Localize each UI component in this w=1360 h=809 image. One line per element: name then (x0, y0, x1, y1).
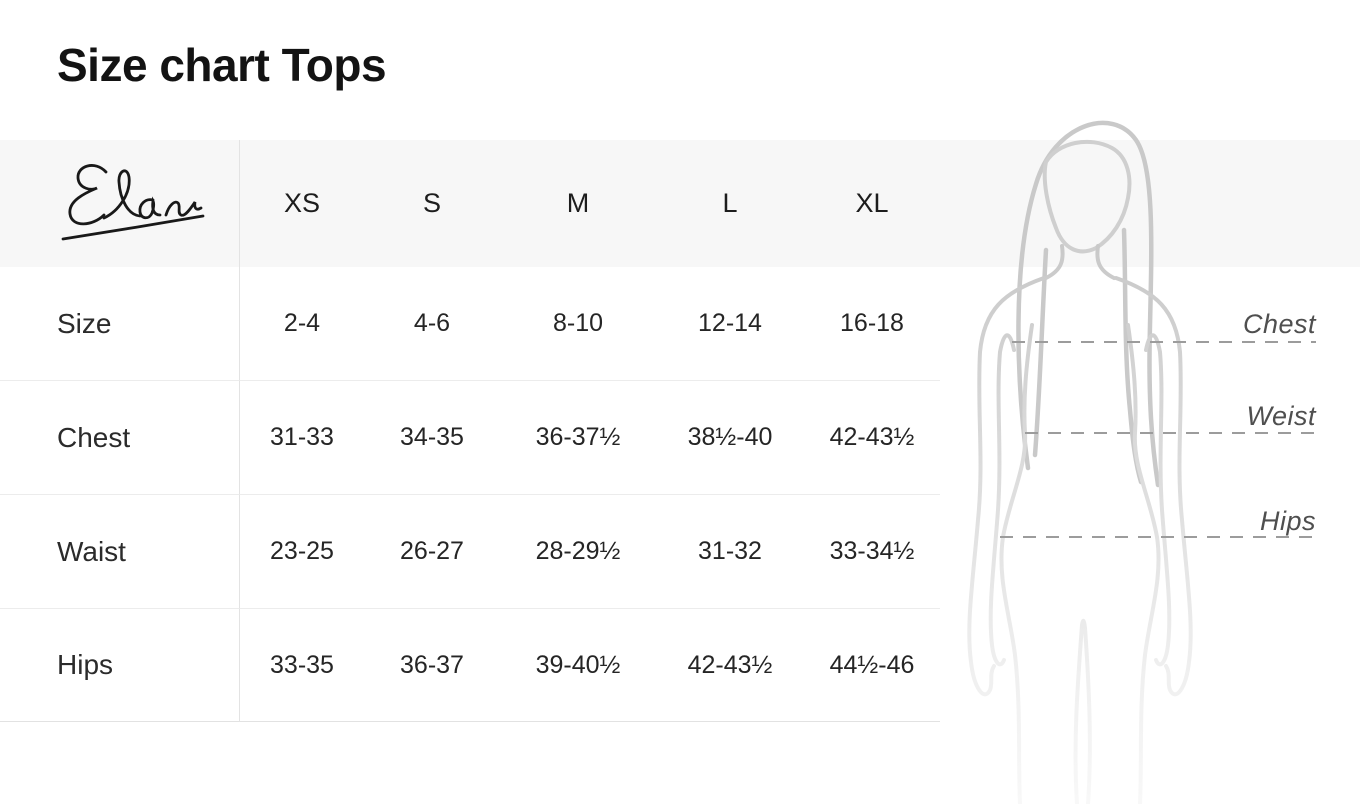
silhouette-body (967, 244, 1193, 806)
row-label-waist: Waist (0, 495, 240, 609)
table-cell: 23-25 (240, 495, 364, 609)
table-cell: 28-29½ (500, 495, 656, 609)
hips-measure-label: Hips (1259, 506, 1316, 536)
page-title: Size chart Tops (57, 39, 387, 91)
table-cell: 36-37½ (500, 381, 656, 495)
table-cell: 38½-40 (656, 381, 804, 495)
table-header-band (0, 140, 1360, 267)
table-cell: 42-43½ (656, 609, 804, 722)
chest-measure-label: Chest (1242, 309, 1316, 339)
brand-logo-cell (0, 140, 240, 267)
silhouette-face (1042, 139, 1132, 254)
table-cell: 33-34½ (804, 495, 940, 609)
table-cell: 31-33 (240, 381, 364, 495)
column-header-m: M (566, 188, 590, 218)
table-cell: 4-6 (364, 267, 500, 381)
column-header-s: S (422, 188, 441, 218)
table-cell: 2-4 (240, 267, 364, 381)
table-cell: 31-32 (656, 495, 804, 609)
waist-measure-label: Weist (1246, 401, 1316, 431)
brand-logo-elan-icon (61, 163, 205, 240)
table-cell: 12-14 (656, 267, 804, 381)
size-chart-table: XS S M L XL Size 2-4 4-6 8-10 12-14 16-1… (0, 140, 940, 722)
table-cell: 8-10 (500, 267, 656, 381)
table-cell: 16-18 (804, 267, 940, 381)
column-header-xl: XL (855, 188, 889, 218)
column-header-l: L (722, 188, 738, 218)
table-cell: 36-37 (364, 609, 500, 722)
row-label-chest: Chest (0, 381, 240, 495)
column-header-xs: XS (283, 188, 321, 218)
table-cell: 39-40½ (500, 609, 656, 722)
female-silhouette-icon (967, 120, 1316, 806)
row-label-hips: Hips (0, 609, 240, 722)
table-cell: 26-27 (364, 495, 500, 609)
measurement-figure (940, 100, 1360, 806)
table-cell: 33-35 (240, 609, 364, 722)
measurement-lines (1000, 341, 1316, 538)
table-cell: 44½-46 (804, 609, 940, 722)
table-cell: 34-35 (364, 381, 500, 495)
table-cell: 42-43½ (804, 381, 940, 495)
row-label-size: Size (0, 267, 240, 381)
